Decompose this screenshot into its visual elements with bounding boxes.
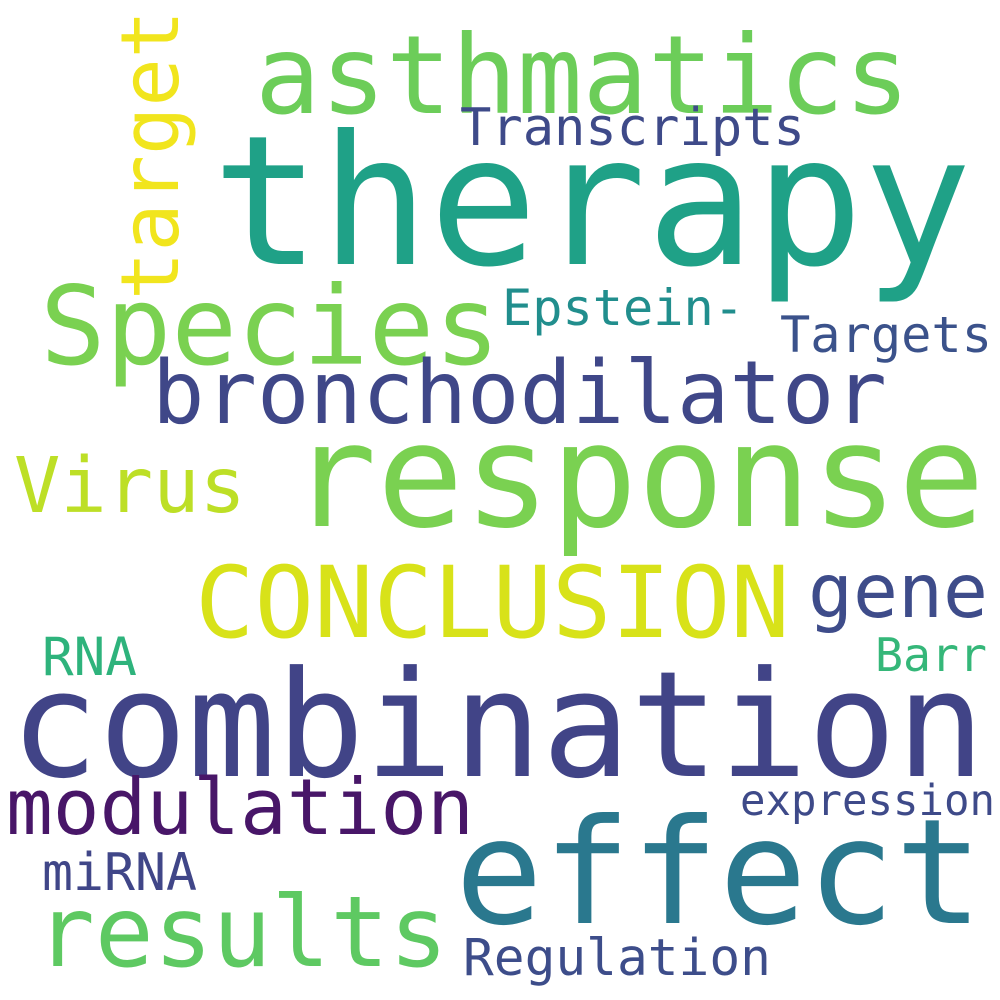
word-virus: Virus bbox=[14, 441, 246, 531]
word-barr: Barr bbox=[875, 628, 987, 682]
word-asthmatics: asthmatics bbox=[255, 12, 910, 139]
word-expression: expression bbox=[740, 776, 995, 825]
word-modulation: modulation bbox=[6, 763, 474, 853]
word-regulation: Regulation bbox=[463, 929, 771, 988]
word-target: target bbox=[103, 9, 197, 300]
word-response: response bbox=[290, 393, 985, 561]
word-therapy: therapy bbox=[212, 97, 972, 307]
word-epstein: Epstein- bbox=[502, 278, 744, 337]
word-targets: Targets bbox=[780, 305, 992, 364]
word-bronchodilator: bronchodilator bbox=[152, 342, 887, 444]
word-species: Species bbox=[40, 263, 500, 390]
word-conclusion: CONCLUSION bbox=[195, 546, 790, 661]
word-rna: RNA bbox=[42, 627, 137, 688]
word-effect: effect bbox=[455, 788, 983, 958]
word-transcripts: Transcripts bbox=[460, 98, 805, 158]
word-combination: combination bbox=[10, 639, 985, 811]
word-gene: gene bbox=[808, 548, 988, 635]
word-mirna: miRNA bbox=[42, 843, 197, 903]
word-results: results bbox=[36, 876, 448, 990]
